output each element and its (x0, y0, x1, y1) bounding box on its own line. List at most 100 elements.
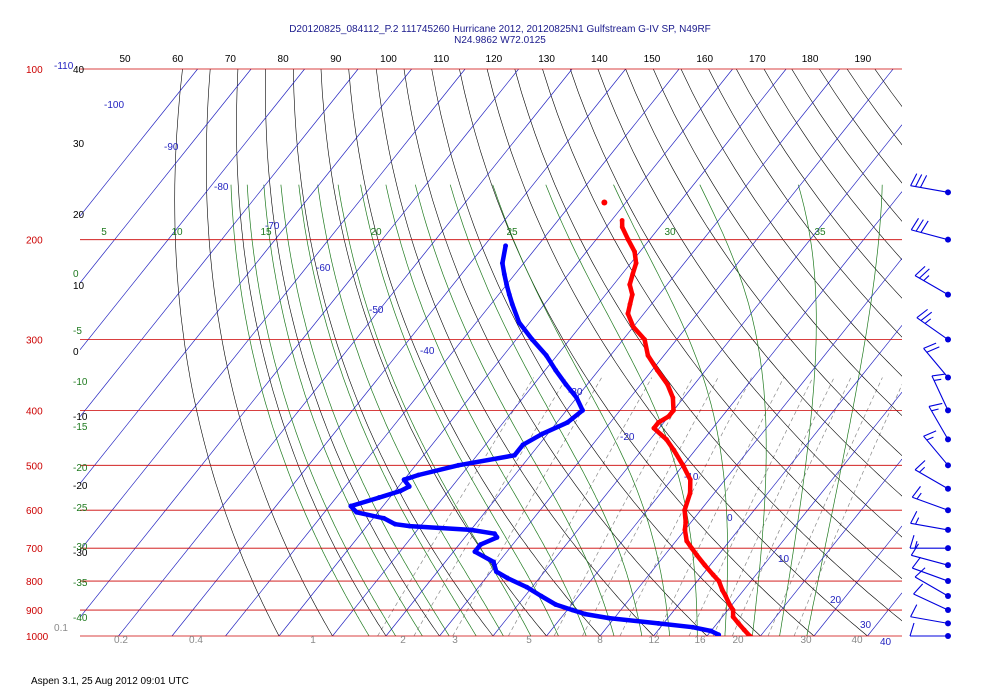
isotherm-label: -60 (316, 263, 331, 274)
wind-barb-flag (919, 268, 930, 279)
mixing-ratio-label: 40 (851, 635, 863, 646)
top-axis-label: 80 (278, 54, 290, 65)
temperature-point (666, 414, 672, 419)
temperature-point (710, 572, 716, 578)
dewpoint-point (708, 628, 714, 634)
wind-barb-dot (945, 578, 951, 585)
wind-barb-staff (923, 435, 949, 466)
dewpoint-point (553, 367, 559, 373)
temperature-point (627, 301, 633, 307)
moist-adiabat-label: -30 (73, 542, 88, 553)
isotherm-label: 0 (727, 513, 733, 524)
temperature-point (694, 552, 700, 558)
dewpoint-point (565, 419, 570, 425)
pressure-tick-label: 1000 (26, 632, 49, 643)
dewpoint-point (492, 531, 498, 537)
isotherm-label: -50 (369, 305, 384, 316)
dry-adiabat (320, 69, 547, 636)
top-axis-label: 140 (591, 54, 608, 65)
isotherm-line (80, 69, 412, 484)
wind-barb-flag (923, 430, 937, 437)
wind-barb-flag (928, 402, 943, 407)
dry-adiabat (625, 69, 902, 457)
dry-adiabat (431, 69, 761, 636)
top-axis-label: 190 (854, 54, 871, 65)
dewpoint-point (504, 282, 510, 287)
mixing-ratio-line (793, 383, 902, 636)
dewpoint-point (503, 243, 508, 249)
wind-barb-staff (923, 348, 949, 378)
chart-title: D20120825_084112_P.2 111745260 Hurricane… (289, 24, 711, 35)
wind-barb-flag (919, 466, 926, 473)
temperature-point (716, 578, 722, 584)
dry-adiabat-label: 40 (73, 65, 85, 76)
mixing-ratio-line (582, 377, 719, 636)
data-series (348, 218, 754, 641)
dewpoint-point (494, 534, 500, 540)
wind-barb-staff (911, 229, 949, 241)
dry-adiabat (292, 69, 494, 636)
dewpoint-point (506, 292, 512, 298)
pressure-tick-label: 800 (26, 577, 43, 588)
mixing-ratio-label: 20 (732, 635, 744, 646)
wind-barb-dot (945, 620, 951, 627)
moist-adiabat-label: 0 (73, 269, 79, 280)
dewpoint-point (520, 442, 526, 448)
dewpoint-point (582, 611, 588, 617)
dewpoint-point (713, 636, 718, 641)
wind-barb-dot (945, 545, 951, 552)
top-axis-label: 100 (380, 54, 397, 65)
dry-adiabat (846, 69, 902, 146)
wind-barb-flag (931, 408, 939, 412)
isotherm-label: -70 (265, 221, 280, 232)
wind-barb-flag (914, 567, 926, 578)
mixing-ratio-line (655, 377, 785, 636)
wind-barb-dot (945, 407, 951, 414)
top-axis-label: 170 (749, 54, 766, 65)
dewpoint-point (493, 569, 499, 575)
pressure-tick-label: 200 (26, 236, 43, 247)
wind-barbs (909, 173, 951, 639)
mixing-ratio-label: 16 (694, 635, 706, 646)
dewpoint-point (570, 607, 576, 613)
mixing-ratio-line (619, 377, 752, 636)
pressure-tick-label: 300 (26, 336, 43, 347)
isotherm-line (760, 458, 902, 636)
dewpoint-point (655, 620, 661, 626)
dry-adiabat (791, 69, 902, 222)
wind-barb-dot (945, 507, 951, 514)
temperature-point (730, 614, 736, 620)
wind-barb-flag (915, 219, 924, 232)
temperature-point (656, 419, 661, 425)
dry-adiabat-label: 0 (73, 347, 79, 358)
dry-adiabat (708, 69, 902, 338)
temperature-point (683, 519, 689, 525)
wind-barb-flag (919, 175, 928, 188)
moist-adiabat-label: 20 (370, 227, 382, 238)
dry-adiabat-label: -30 (73, 548, 88, 559)
isotherm-line (706, 392, 902, 636)
dewpoint-point (529, 337, 535, 342)
wind-barb-flag (916, 308, 928, 319)
dewpoint-point (478, 542, 483, 548)
mixing-ratio-label: 1 (310, 635, 316, 646)
dry-adiabat (174, 69, 280, 636)
temperature-point (671, 447, 677, 453)
isotherm-label: 40 (880, 637, 892, 648)
pressure-tick-label: 400 (26, 406, 43, 417)
wind-barb-dot (945, 336, 951, 343)
dry-adiabat (265, 69, 440, 636)
top-axis-label: 130 (538, 54, 555, 65)
temperature-point (645, 353, 651, 358)
top-axis-label: 50 (119, 54, 131, 65)
wind-barb-flag (920, 311, 933, 322)
dewpoint-point (606, 615, 612, 621)
moist-adiabat-label: -20 (73, 463, 88, 474)
temperature-point (629, 292, 635, 298)
temperature-point (632, 249, 637, 255)
wind-barb-dot (945, 189, 951, 196)
wind-barb-flag (924, 318, 932, 324)
mixing-ratio-label: 12 (648, 635, 660, 646)
isotherm-line (546, 191, 902, 636)
